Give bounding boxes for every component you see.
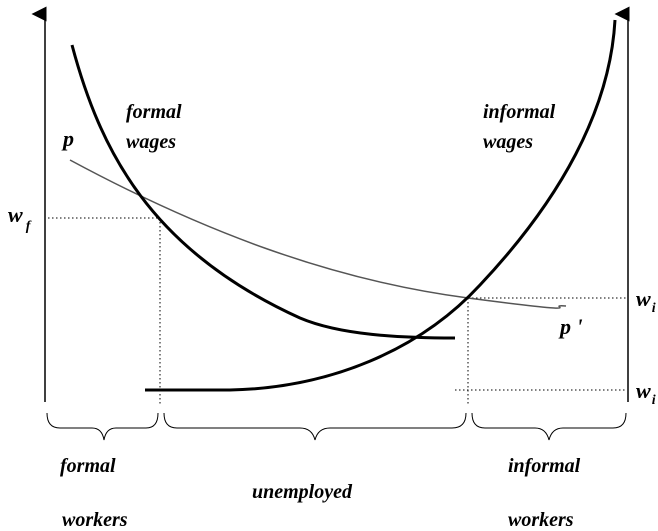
label: wages bbox=[126, 131, 176, 153]
p-prime-label: p ' bbox=[558, 314, 583, 339]
label: workers bbox=[62, 509, 128, 531]
label: wages bbox=[483, 131, 533, 153]
subscript: i bbox=[652, 301, 656, 316]
label: unemployed bbox=[252, 481, 353, 503]
symbol: w bbox=[8, 202, 23, 227]
braces bbox=[46, 412, 627, 441]
formal-wage-curve bbox=[70, 44, 456, 340]
label: workers bbox=[508, 509, 574, 531]
symbol: w bbox=[636, 286, 651, 311]
informal-wage-curve bbox=[145, 19, 617, 392]
label: formal bbox=[126, 101, 182, 123]
symbol: w bbox=[636, 378, 651, 403]
wi-label: wi bbox=[636, 378, 656, 408]
p-label: p bbox=[61, 126, 74, 151]
subscript: i bbox=[652, 393, 656, 408]
wi-label: wi bbox=[636, 286, 656, 316]
subscript: f bbox=[26, 219, 32, 234]
label: informal bbox=[508, 455, 581, 477]
p-curve bbox=[69, 159, 567, 309]
guides bbox=[48, 217, 626, 405]
label: informal bbox=[483, 101, 556, 123]
label: formal bbox=[60, 455, 116, 477]
